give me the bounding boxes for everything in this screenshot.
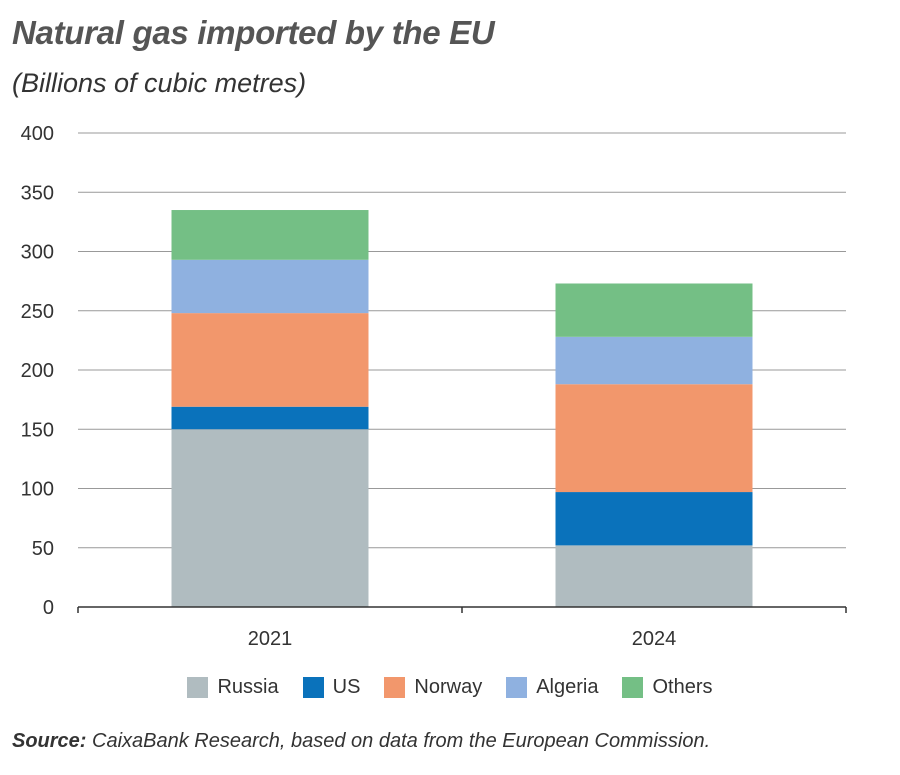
- x-axis: [77, 606, 847, 613]
- bar-segment-us: [171, 406, 369, 430]
- legend-swatch: [187, 677, 209, 698]
- bar-segment-norway: [171, 313, 369, 407]
- x-axis-labels: 2021 2024: [248, 628, 677, 650]
- bar-segment-algeria: [171, 259, 369, 314]
- y-tick-label: 250: [21, 301, 54, 323]
- y-axis-ticks: 0 50 100 150 200 250 300 350 400: [21, 123, 54, 619]
- legend-swatch: [506, 677, 528, 698]
- y-tick-label: 350: [21, 182, 54, 204]
- legend-label: Russia: [217, 676, 279, 698]
- bar-segment-russia: [555, 545, 753, 607]
- y-tick-label: 50: [32, 538, 54, 560]
- source-note: Source: CaixaBank Research, based on dat…: [12, 730, 710, 753]
- chart-title: Natural gas imported by the EU: [12, 14, 495, 51]
- chart-subtitle: (Billions of cubic metres): [12, 68, 307, 98]
- y-tick-label: 100: [21, 479, 54, 501]
- legend-item-us: US: [302, 676, 361, 699]
- y-tick-label: 300: [21, 242, 54, 264]
- legend-swatch: [302, 677, 324, 698]
- legend-item-algeria: Algeria: [506, 676, 598, 699]
- bar-segment-us: [555, 492, 753, 546]
- bar-segment-others: [171, 210, 369, 260]
- legend-label: Algeria: [536, 676, 599, 698]
- source-text: CaixaBank Research, based on data from t…: [86, 730, 711, 752]
- legend-swatch: [622, 677, 644, 698]
- bar-segment-russia: [171, 429, 369, 607]
- source-label: Source:: [12, 730, 87, 752]
- bars: [171, 210, 753, 607]
- legend-label: US: [332, 676, 361, 698]
- y-tick-label: 0: [43, 597, 54, 619]
- legend-item-others: Others: [622, 676, 713, 699]
- bar-segment-others: [555, 283, 753, 337]
- legend-label: Norway: [414, 676, 483, 698]
- y-tick-label: 200: [21, 360, 54, 382]
- x-category-label: 2024: [632, 628, 677, 650]
- legend-swatch: [384, 677, 406, 698]
- legend: Russia US Norway Algeria Others: [0, 676, 900, 699]
- legend-item-norway: Norway: [384, 676, 482, 699]
- y-tick-label: 400: [21, 123, 54, 145]
- legend-label: Others: [652, 676, 713, 698]
- y-tick-label: 150: [21, 419, 54, 441]
- bar-segment-algeria: [555, 336, 753, 385]
- x-category-label: 2021: [248, 628, 293, 650]
- bar-segment-norway: [555, 384, 753, 493]
- legend-item-russia: Russia: [187, 676, 279, 699]
- chart-plot: 0 50 100 150 200 250 300 350 400 2021 2024: [21, 123, 847, 650]
